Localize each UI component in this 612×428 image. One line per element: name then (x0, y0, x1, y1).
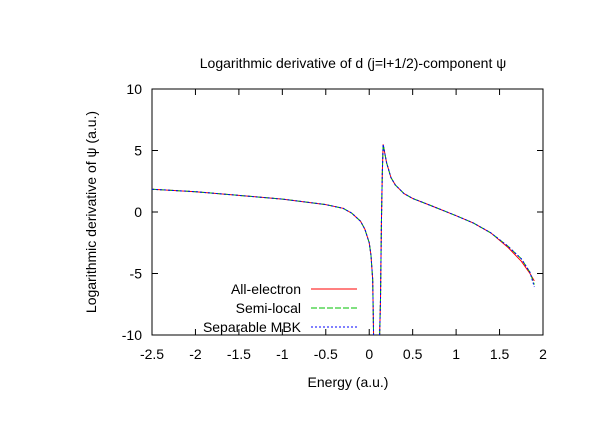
x-tick-label: 1.5 (490, 346, 510, 362)
legend-label: All-electron (231, 281, 301, 297)
x-tick-label: 1 (452, 346, 460, 362)
legend: All-electron Semi-local Separable MBK (203, 281, 357, 335)
x-tick-label: -1 (276, 346, 289, 362)
legend-label: Semi-local (236, 300, 301, 316)
series-line-separable-mbk (151, 188, 375, 336)
x-tick-label: -2.5 (140, 346, 164, 362)
tick-group: -2.5 -2 -1.5 -1 -0.5 0 0.5 1 1.5 2 10 5 0 -5 -10 (122, 81, 547, 362)
y-axis-label: Logarithmic derivative of ψ (a.u.) (83, 111, 99, 313)
series-line-separable-mbk (379, 144, 535, 336)
legend-label: Separable MBK (203, 319, 302, 335)
y-tick-label: -10 (122, 327, 142, 343)
series-line-all-electron (379, 144, 535, 336)
x-tick-label: 2 (539, 346, 547, 362)
x-tick-label: 0 (365, 346, 373, 362)
x-tick-label: -1.5 (227, 346, 251, 362)
series-group (151, 144, 535, 336)
plot-frame (151, 88, 544, 336)
chart-title: Logarithmic derivative of d (j=l+1/2)-co… (200, 55, 506, 71)
x-tick-label: 0.5 (403, 346, 423, 362)
y-tick-label: 5 (134, 143, 142, 159)
series-line-semi-local (379, 144, 535, 336)
x-axis-label: Energy (a.u.) (308, 374, 389, 390)
y-tick-label: 0 (134, 204, 142, 220)
y-tick-label: 10 (126, 81, 142, 97)
x-tick-label: -2 (189, 346, 202, 362)
y-tick-label: -5 (130, 266, 143, 282)
x-tick-label: -0.5 (314, 346, 338, 362)
